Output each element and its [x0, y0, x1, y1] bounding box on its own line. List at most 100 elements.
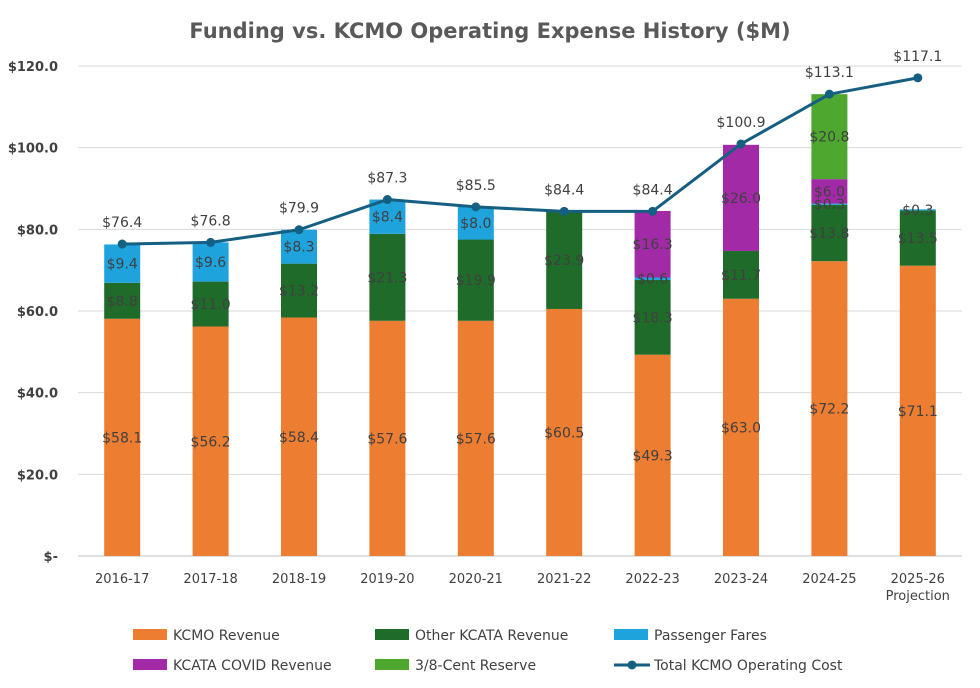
bar-data-label: $9.4 — [107, 257, 138, 273]
total-cost-label: $100.9 — [717, 115, 766, 131]
total-cost-point — [824, 89, 834, 99]
bar-segment — [546, 211, 583, 309]
bar-data-label: $58.1 — [102, 430, 142, 446]
chart-title: Funding vs. KCMO Operating Expense Histo… — [189, 19, 790, 43]
bar-segment — [723, 250, 759, 299]
bar-data-label: $19.9 — [456, 273, 496, 289]
bar-segment — [281, 317, 317, 556]
y-tick-label: $80.0 — [17, 223, 58, 238]
bar-data-label: $18.3 — [633, 310, 673, 326]
x-tick-label: 2023-24 — [714, 572, 768, 587]
total-cost-point — [117, 239, 127, 249]
bar-data-label: $16.3 — [633, 237, 673, 253]
bar-data-label: $20.8 — [809, 130, 849, 146]
bar-segment — [104, 318, 141, 556]
total-cost-label: $113.1 — [805, 65, 854, 81]
legend-label: Other KCATA Revenue — [415, 628, 568, 644]
bar-data-label: $8.0 — [460, 216, 491, 232]
x-tick-label: 2022-23 — [625, 572, 679, 587]
total-cost-label: $87.3 — [367, 171, 407, 187]
bar-segment — [811, 261, 848, 556]
bar-segment — [104, 282, 141, 319]
bar-data-label: $13.8 — [809, 226, 849, 242]
bar-data-label: $0.3 — [814, 197, 845, 213]
total-cost-point — [471, 202, 481, 212]
bar-segment — [369, 233, 406, 321]
legend-label: Passenger Fares — [654, 628, 767, 644]
bar-data-label: $63.0 — [721, 420, 761, 436]
y-tick-label: $100.0 — [8, 142, 58, 157]
total-cost-line: $76.4 $76.8 $79.9 $87.3 $85.5 $84.4 $84.4 $100.… — [102, 49, 942, 249]
total-cost-label: $79.9 — [279, 201, 319, 217]
legend: KCMO Revenue Other KCATA Revenue Passenger… — [133, 628, 843, 674]
bar-segment — [811, 204, 848, 262]
total-cost-label: $76.4 — [102, 215, 142, 231]
bar-data-label: $56.2 — [191, 434, 231, 450]
bar-segment — [104, 244, 141, 283]
y-tick-label: $120.0 — [8, 60, 58, 75]
bar-segment — [811, 203, 848, 205]
bar-segment — [546, 308, 583, 556]
total-cost-point — [206, 237, 216, 247]
bar-data-label: $9.6 — [195, 255, 226, 271]
bar-data-label: $57.6 — [367, 431, 407, 447]
x-tick-label: 2019-20 — [360, 572, 414, 587]
total-cost-line-path — [122, 76, 919, 246]
legend-label: KCMO Revenue — [173, 628, 280, 644]
bar-segment — [723, 298, 759, 556]
bar-data-label: $71.1 — [898, 404, 938, 420]
bar-data-label: $21.3 — [367, 270, 407, 286]
bar-segment — [634, 279, 671, 355]
x-tick-label: Projection — [886, 589, 950, 604]
x-tick-label: 2016-17 — [95, 572, 149, 587]
bar-data-label: $0.3 — [902, 203, 933, 219]
bar-segment — [192, 281, 229, 327]
bars — [104, 94, 936, 556]
bar-data-label: $57.6 — [456, 431, 496, 447]
bar-data-label: $8.3 — [283, 240, 314, 256]
y-tick-label: $- — [44, 550, 58, 565]
legend-swatch — [133, 629, 167, 640]
bar-data-label: $8.8 — [107, 294, 138, 310]
total-cost-point — [648, 206, 658, 216]
x-tick-label: 2020-21 — [449, 572, 503, 587]
bar-segment — [634, 354, 671, 556]
bar-data-label: $8.4 — [372, 210, 403, 226]
bar-data-label: $6.0 — [814, 184, 845, 200]
bar-segment — [192, 326, 229, 556]
bar-data-label: $13.2 — [279, 284, 319, 300]
total-cost-point — [913, 73, 923, 83]
x-tick-label: 2017-18 — [183, 572, 237, 587]
bar-data-label: $72.2 — [809, 402, 849, 418]
bar-segment — [457, 206, 494, 240]
bar-data-label: $60.5 — [544, 425, 584, 441]
total-cost-point — [559, 206, 569, 216]
bar-segment — [811, 179, 848, 204]
total-cost-point — [736, 139, 746, 149]
total-cost-label: $85.5 — [456, 178, 496, 194]
legend-label: KCATA COVID Revenue — [173, 658, 332, 674]
bar-segment — [723, 144, 759, 251]
total-cost-point — [382, 195, 392, 205]
x-tick-label: 2021-22 — [537, 572, 591, 587]
bar-data-label: $58.4 — [279, 430, 319, 446]
bar-segment — [192, 242, 229, 282]
y-axis: $- $20.0 $40.0 $60.0 $80.0 $100.0 $120.0 — [8, 60, 58, 565]
bar-data-label: $49.3 — [633, 448, 673, 464]
bar-segment — [899, 210, 936, 266]
bar-segment — [457, 239, 494, 321]
total-cost-point — [294, 225, 304, 235]
total-cost-label: $117.1 — [893, 49, 942, 65]
bar-segment — [457, 320, 494, 556]
total-cost-label: $84.4 — [544, 182, 584, 198]
legend-label: Total KCMO Operating Cost — [653, 658, 843, 674]
bar-data-label: $13.5 — [898, 231, 938, 247]
y-tick-label: $40.0 — [17, 387, 58, 402]
legend-line-marker — [627, 660, 637, 670]
legend-swatch — [614, 629, 648, 640]
bar-data-label: $26.0 — [721, 191, 761, 207]
bar-segment — [899, 209, 936, 211]
total-cost-label: $76.8 — [191, 213, 231, 229]
bar-data-label: $23.9 — [544, 253, 584, 269]
legend-swatch — [133, 659, 167, 670]
